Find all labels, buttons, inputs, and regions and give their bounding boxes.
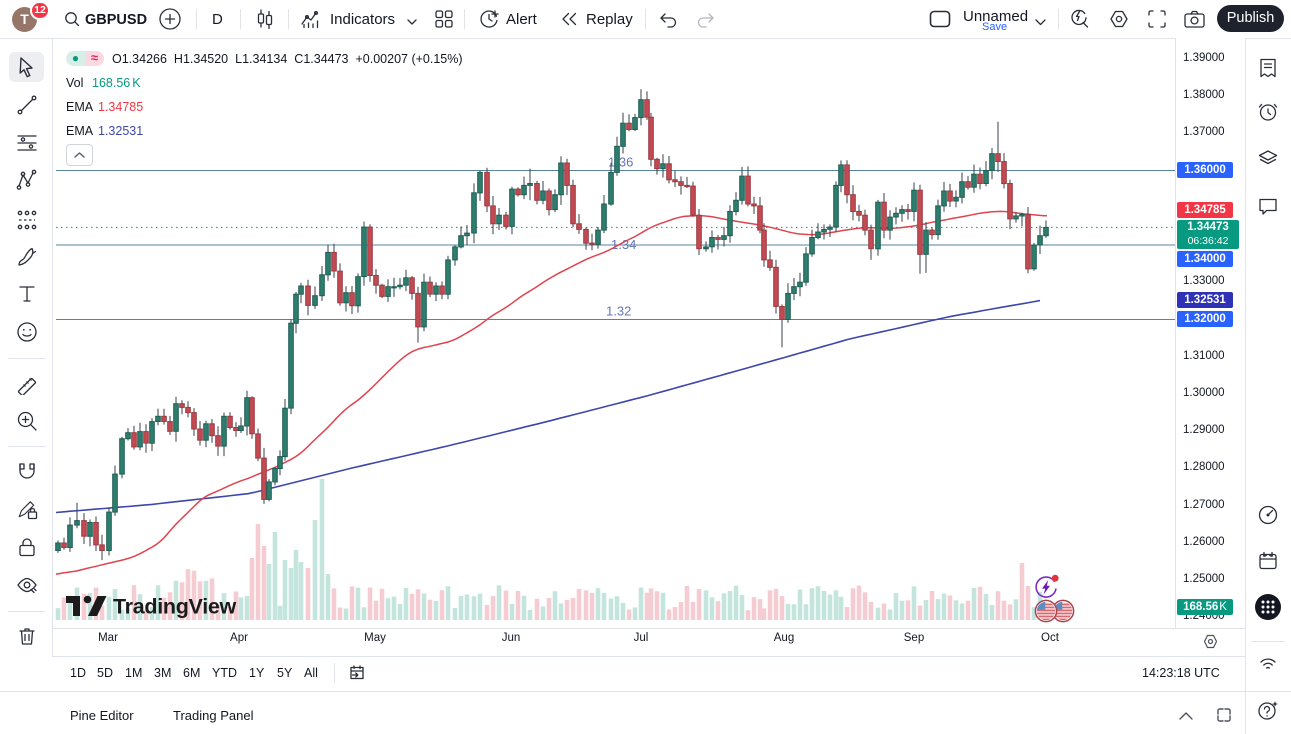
svg-text:1.34: 1.34 (611, 237, 636, 252)
svg-text:1.36: 1.36 (608, 155, 633, 170)
svg-text:1.32: 1.32 (606, 304, 631, 319)
svg-text:TradingView: TradingView (113, 595, 237, 619)
